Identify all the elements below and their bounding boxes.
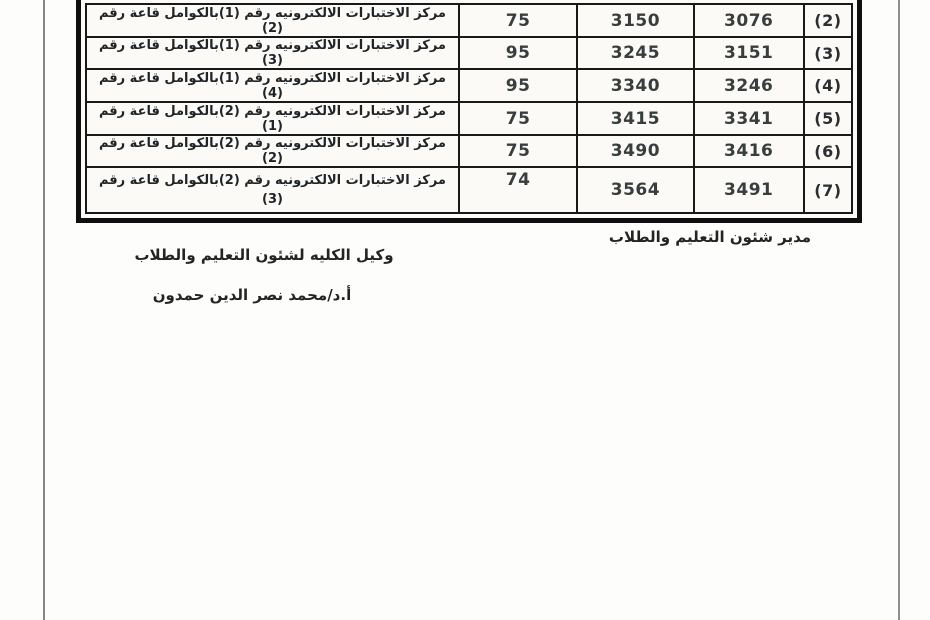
center-name-text: مركز الاختبارات الالكترونيه رقم (1)بالكو… [98, 5, 446, 21]
cell-seat-count: 75 [457, 134, 579, 168]
hall-number-text: (2) [262, 151, 283, 166]
center-name-text: مركز الاختبارات الالكترونيه رقم (2)بالكو… [98, 136, 446, 151]
cell-center-name: مركز الاختبارات الالكترونيه رقم (1)بالكو… [85, 68, 460, 103]
cell-number-from: 3151 [692, 36, 805, 70]
cell-number-to: 3150 [576, 3, 695, 38]
cell-number-to: 3415 [576, 101, 695, 136]
cell-number-from: 3076 [692, 3, 805, 38]
table-row: مركز الاختبارات الالكترونيه رقم (1)بالكو… [85, 3, 854, 38]
cell-row-index: (2) [802, 3, 854, 38]
cell-row-index: (7) [802, 166, 854, 214]
exam-centers-grid: مركز الاختبارات الالكترونيه رقم (1)بالكو… [85, 3, 854, 214]
cell-number-to: 3245 [576, 36, 695, 70]
cell-number-from: 3246 [692, 68, 805, 103]
hall-number-text: (4) [262, 85, 283, 101]
cell-number-to: 3340 [576, 68, 695, 103]
vice-dean-name: أ.د/محمد نصر الدين حمدون [152, 286, 352, 304]
cell-center-name: مركز الاختبارات الالكترونيه رقم (2)بالكو… [85, 101, 460, 136]
cell-row-index: (4) [802, 68, 854, 103]
cell-center-name: مركز الاختبارات الالكترونيه رقم (1)بالكو… [85, 3, 460, 38]
hall-number-text: (2) [262, 20, 283, 36]
table-row: مركز الاختبارات الالكترونيه رقم (2)بالكو… [85, 101, 854, 136]
cell-seat-count: 95 [457, 68, 579, 103]
cell-number-from: 3341 [692, 101, 805, 136]
cell-center-name: مركز الاختبارات الالكترونيه رقم (2)بالكو… [85, 166, 460, 214]
table-row: مركز الاختبارات الالكترونيه رقم (1)بالكو… [85, 36, 854, 70]
cell-seat-count: 75 [457, 3, 579, 38]
vice-dean-title: وكيل الكليه لشئون التعليم والطلاب [134, 246, 394, 264]
center-name-text: مركز الاختبارات الالكترونيه رقم (1)بالكو… [98, 70, 446, 86]
cell-number-to: 3564 [576, 166, 695, 214]
table-row: مركز الاختبارات الالكترونيه رقم (2)بالكو… [85, 166, 854, 214]
exam-centers-table: مركز الاختبارات الالكترونيه رقم (1)بالكو… [76, 0, 862, 223]
center-name-text: مركز الاختبارات الالكترونيه رقم (1)بالكو… [98, 38, 446, 53]
cell-seat-count: 75 [457, 101, 579, 136]
cell-number-from: 3491 [692, 166, 805, 214]
cell-row-index: (6) [802, 134, 854, 168]
scan-edge-line-left [43, 0, 45, 620]
hall-number-text: (3) [262, 53, 283, 68]
director-of-student-affairs-title: مدير شئون التعليم والطلاب [608, 228, 812, 246]
cell-number-from: 3416 [692, 134, 805, 168]
cell-seat-count: 74 [457, 166, 579, 214]
table-row: مركز الاختبارات الالكترونيه رقم (1)بالكو… [85, 68, 854, 103]
cell-number-to: 3490 [576, 134, 695, 168]
cell-row-index: (3) [802, 36, 854, 70]
scan-edge-line-right [898, 0, 900, 620]
cell-row-index: (5) [802, 101, 854, 136]
cell-center-name: مركز الاختبارات الالكترونيه رقم (2)بالكو… [85, 134, 460, 168]
table-row: مركز الاختبارات الالكترونيه رقم (2)بالكو… [85, 134, 854, 168]
hall-number-text: (1) [262, 118, 283, 134]
hall-number-text: (3) [262, 192, 283, 207]
cell-center-name: مركز الاختبارات الالكترونيه رقم (1)بالكو… [85, 36, 460, 70]
cell-seat-count: 95 [457, 36, 579, 70]
center-name-text: مركز الاختبارات الالكترونيه رقم (2)بالكو… [98, 173, 446, 188]
center-name-text: مركز الاختبارات الالكترونيه رقم (2)بالكو… [98, 103, 446, 119]
